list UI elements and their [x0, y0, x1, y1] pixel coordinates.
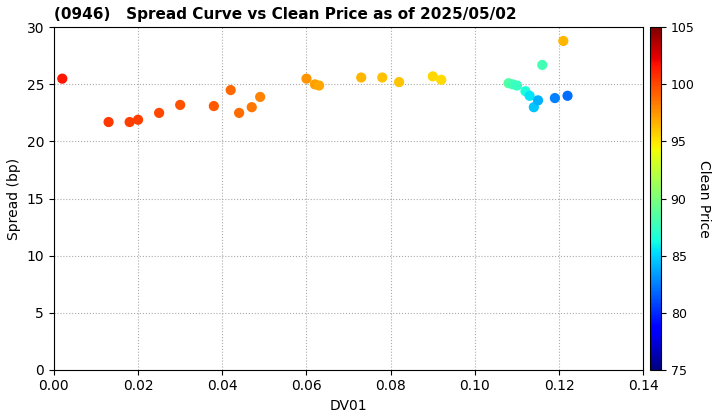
Point — [557, 38, 569, 45]
Point — [132, 116, 144, 123]
Point — [246, 104, 258, 110]
Point — [503, 80, 514, 87]
Point — [532, 97, 544, 104]
Point — [309, 81, 320, 88]
Point — [562, 92, 573, 99]
Point — [174, 102, 186, 108]
Y-axis label: Spread (bp): Spread (bp) — [7, 158, 21, 239]
Point — [377, 74, 388, 81]
Point — [208, 103, 220, 110]
Text: (0946)   Spread Curve vs Clean Price as of 2025/05/02: (0946) Spread Curve vs Clean Price as of… — [54, 7, 516, 22]
Point — [427, 73, 438, 80]
Point — [124, 119, 135, 126]
Point — [536, 62, 548, 68]
Point — [254, 94, 266, 100]
Point — [520, 88, 531, 94]
X-axis label: DV01: DV01 — [330, 399, 367, 413]
Point — [507, 81, 518, 88]
Y-axis label: Clean Price: Clean Price — [697, 160, 711, 237]
Point — [356, 74, 367, 81]
Point — [549, 94, 561, 101]
Point — [511, 82, 523, 89]
Point — [225, 87, 236, 93]
Point — [153, 110, 165, 116]
Point — [103, 119, 114, 126]
Point — [524, 92, 536, 99]
Point — [528, 104, 539, 110]
Point — [301, 75, 312, 82]
Point — [233, 110, 245, 116]
Point — [313, 82, 325, 89]
Point — [393, 79, 405, 85]
Point — [56, 75, 68, 82]
Point — [436, 76, 447, 83]
